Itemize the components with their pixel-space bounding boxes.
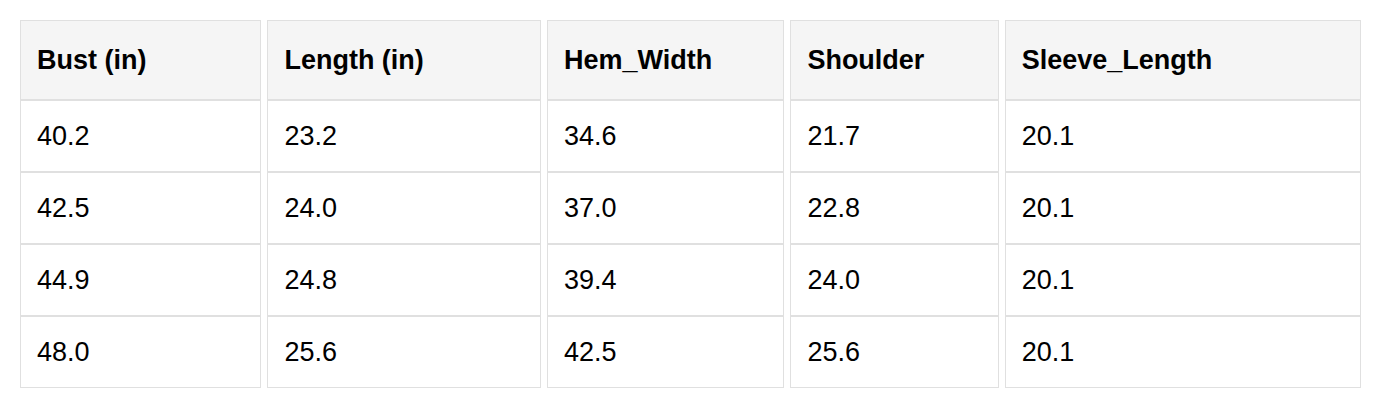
table-row: 42.5 24.0 37.0 22.8 20.1 xyxy=(20,172,1361,244)
table-cell: 25.6 xyxy=(267,316,541,388)
table-row: 48.0 25.6 42.5 25.6 20.1 xyxy=(20,316,1361,388)
table-cell: 25.6 xyxy=(790,316,998,388)
table-cell: 42.5 xyxy=(547,316,784,388)
table-cell: 34.6 xyxy=(547,100,784,172)
table-cell: 20.1 xyxy=(1005,100,1361,172)
column-header-bust: Bust (in) xyxy=(20,20,261,100)
table-cell: 39.4 xyxy=(547,244,784,316)
table-cell: 37.0 xyxy=(547,172,784,244)
table-cell: 42.5 xyxy=(20,172,261,244)
table-cell: 21.7 xyxy=(790,100,998,172)
table-cell: 20.1 xyxy=(1005,172,1361,244)
column-header-shoulder: Shoulder xyxy=(790,20,998,100)
table-cell: 23.2 xyxy=(267,100,541,172)
table-cell: 24.8 xyxy=(267,244,541,316)
size-measurements-table: Bust (in) Length (in) Hem_Width Shoulder… xyxy=(14,20,1367,388)
table-cell: 24.0 xyxy=(790,244,998,316)
table-cell: 44.9 xyxy=(20,244,261,316)
column-header-hem-width: Hem_Width xyxy=(547,20,784,100)
column-header-length: Length (in) xyxy=(267,20,541,100)
column-header-sleeve-length: Sleeve_Length xyxy=(1005,20,1361,100)
table-cell: 20.1 xyxy=(1005,316,1361,388)
table-cell: 48.0 xyxy=(20,316,261,388)
table-cell: 22.8 xyxy=(790,172,998,244)
table-cell: 24.0 xyxy=(267,172,541,244)
table-row: 40.2 23.2 34.6 21.7 20.1 xyxy=(20,100,1361,172)
table-row: 44.9 24.8 39.4 24.0 20.1 xyxy=(20,244,1361,316)
table-cell: 20.1 xyxy=(1005,244,1361,316)
header-row: Bust (in) Length (in) Hem_Width Shoulder… xyxy=(20,20,1361,100)
table-cell: 40.2 xyxy=(20,100,261,172)
